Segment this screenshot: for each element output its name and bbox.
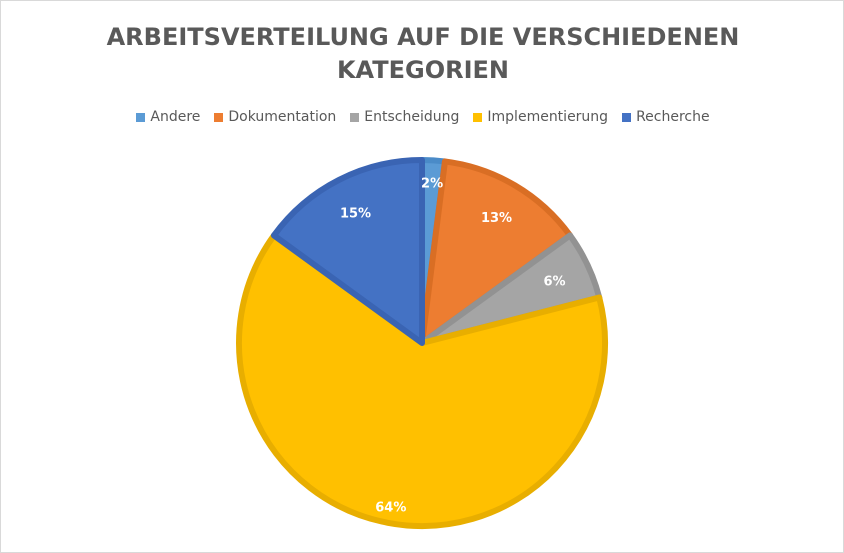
legend-item-dokumentation: Dokumentation [214,109,336,125]
data-label-entscheidung: 6% [543,275,565,290]
pie-labels: 2% 13% 6% 64% 15% [340,176,566,515]
legend-swatch-dokumentation [214,112,224,122]
pie-slices [236,156,608,530]
pie-slice-implementierung [236,232,608,530]
legend-label-andere: Andere [150,109,201,125]
chart-title: ARBEITSVERTEILUNG AUF DIE VERSCHIEDENEN … [106,23,740,84]
legend-label-recherche: Recherche [636,109,710,125]
legend-label-dokumentation: Dokumentation [228,109,337,125]
pie-slice-dokumentation [419,158,574,346]
legend-swatch-recherche [622,112,632,122]
pie-slice-recherche [270,157,425,346]
legend-item-andere: Andere [136,109,200,125]
legend-label-entscheidung: Entscheidung [364,109,460,125]
data-label-andere: 2% [421,176,443,191]
legend: Andere Dokumentation Entscheidung Implem… [1,109,844,125]
legend-swatch-andere [136,112,146,122]
legend-swatch-implementierung [473,112,483,122]
legend-label-implementierung: Implementierung [487,109,609,125]
data-label-implementierung: 64% [375,501,406,516]
legend-item-recherche: Recherche [622,109,710,125]
data-label-dokumentation: 13% [481,211,512,226]
data-label-recherche: 15% [340,207,371,222]
legend-swatch-entscheidung [350,112,360,122]
legend-item-entscheidung: Entscheidung [350,109,459,125]
legend-item-implementierung: Implementierung [473,109,608,125]
